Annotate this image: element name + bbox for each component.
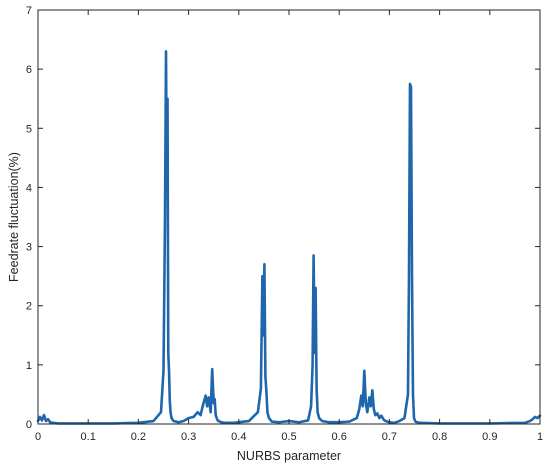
x-tick-label: 0.3 (181, 431, 196, 443)
x-tick-label: 0.9 (482, 431, 497, 443)
y-tick-label: 1 (26, 360, 32, 372)
y-tick-label: 3 (26, 242, 32, 254)
y-axis-label: Feedrate fluctuation(%) (7, 152, 21, 282)
x-tick-label: 0.5 (281, 431, 296, 443)
y-tick-label: 2 (26, 301, 32, 313)
y-tick-label: 5 (26, 123, 32, 135)
series-line-0 (36, 50, 542, 425)
x-tick-label: 0.1 (81, 431, 96, 443)
x-tick-label: 0.8 (432, 431, 447, 443)
x-tick-label: 0.4 (231, 431, 246, 443)
y-tick-label: 4 (26, 182, 32, 194)
axis-ticks: 0 0.1 0.2 0.3 0.4 0.5 0.6 0.7 0.8 0.9 1 0 1 2 3 4 5 6 7 (26, 5, 543, 443)
x-tick-label: 1 (537, 431, 543, 443)
x-tick-label: 0 (35, 431, 41, 443)
y-tick-label: 7 (26, 5, 32, 17)
plot-marks (36, 50, 542, 425)
x-tick-label: 0.6 (332, 431, 347, 443)
x-axis-label: NURBS parameter (237, 449, 341, 463)
x-tick-label: 0.7 (382, 431, 397, 443)
y-tick-label: 6 (26, 64, 32, 76)
y-tick-label: 0 (26, 419, 32, 431)
x-tick-label: 0.2 (131, 431, 146, 443)
